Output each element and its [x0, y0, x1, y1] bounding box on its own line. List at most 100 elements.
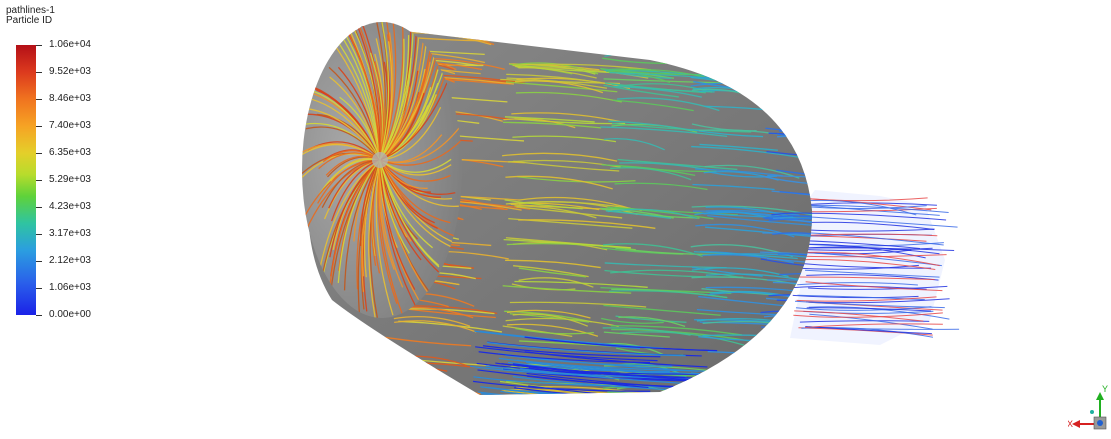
axis-triad[interactable]: Y X [1068, 384, 1111, 434]
pathline [698, 295, 790, 307]
outlet-pathline [794, 300, 945, 309]
pathline [379, 41, 393, 161]
pathline [705, 206, 794, 219]
pathline [771, 212, 813, 225]
pathline [769, 103, 813, 112]
pathline [514, 280, 648, 288]
x-axis-arrowhead [1072, 420, 1080, 428]
pathline [518, 277, 594, 288]
outlet-pathline [793, 312, 943, 318]
colormap-tick-mark [36, 99, 42, 100]
pathline [379, 22, 404, 161]
pathline [518, 219, 656, 229]
pathline [610, 325, 743, 336]
colormap-tick-label: 8.46e+03 [49, 93, 91, 104]
pathline [691, 62, 813, 73]
pathline [704, 164, 800, 179]
outlet-pathline [792, 264, 919, 270]
colormap-tick-mark [36, 288, 42, 289]
pathline [604, 82, 706, 94]
pathline [504, 116, 595, 123]
pathline [316, 113, 381, 161]
outlet-pathline [808, 285, 948, 290]
pathline [766, 150, 813, 160]
pathline [343, 159, 381, 291]
pathline [379, 159, 410, 254]
pathline [693, 251, 798, 260]
outlet-pathline [806, 204, 949, 214]
pathline [480, 386, 677, 395]
outlet-pathline [803, 247, 933, 251]
pathline [506, 309, 591, 319]
pathline [694, 399, 787, 404]
outlet-pathline [799, 320, 930, 323]
pathline [692, 183, 775, 191]
pathline [760, 95, 813, 102]
pathline [612, 99, 694, 112]
pathline [695, 168, 783, 177]
pathline [774, 396, 889, 403]
pathline [502, 285, 632, 294]
pathline [763, 77, 813, 84]
pathline [764, 380, 813, 390]
pathline [475, 346, 658, 362]
pathline [612, 40, 683, 51]
pathline [514, 80, 604, 94]
pathline [603, 331, 670, 338]
pathline [377, 159, 398, 305]
pathline [520, 368, 705, 386]
pathline [512, 135, 617, 143]
outlet-pathline [809, 313, 933, 330]
pathline [329, 159, 381, 285]
pathline [609, 392, 671, 395]
pathline [357, 159, 381, 318]
pathline [616, 164, 717, 173]
outlet-pathline [802, 212, 947, 221]
pathline [511, 112, 621, 123]
pathline [691, 205, 813, 219]
pathline [392, 385, 479, 395]
pathline [512, 313, 589, 327]
pathline [617, 97, 720, 112]
pathline [766, 53, 813, 64]
pathline [701, 72, 813, 80]
pathline [766, 79, 813, 88]
pathline [760, 394, 813, 395]
pathline [339, 96, 381, 161]
x-axis-label: X [1068, 419, 1073, 429]
pathline [512, 363, 706, 382]
colormap-tick-mark [36, 153, 42, 154]
pathline [779, 191, 813, 199]
pathline [769, 80, 813, 93]
pathline [607, 208, 697, 219]
pathline [379, 61, 431, 161]
pathline [379, 159, 451, 182]
pathline [479, 330, 664, 349]
pathline [691, 145, 807, 160]
pathline [473, 376, 692, 388]
y-axis-arrowhead [1096, 392, 1104, 400]
pathline [506, 73, 601, 84]
pathline [600, 126, 728, 137]
pathline [771, 31, 813, 43]
colormap-tick-label: 5.29e+03 [49, 174, 91, 185]
pathline [608, 290, 728, 299]
pathline [505, 81, 618, 93]
pathline [618, 316, 686, 328]
pathline [776, 382, 813, 390]
pathline [318, 159, 381, 271]
pathline [379, 38, 405, 161]
pathline [500, 390, 687, 395]
pathline [770, 93, 813, 107]
pathline [773, 45, 813, 54]
pathline [772, 294, 813, 306]
pathline [704, 74, 813, 84]
pathline [614, 182, 708, 191]
pathline [374, 61, 385, 161]
pathline [345, 22, 381, 161]
pathline [707, 214, 813, 228]
pathline [607, 391, 726, 395]
outlet-pathline [806, 307, 931, 312]
pathline [524, 336, 709, 352]
